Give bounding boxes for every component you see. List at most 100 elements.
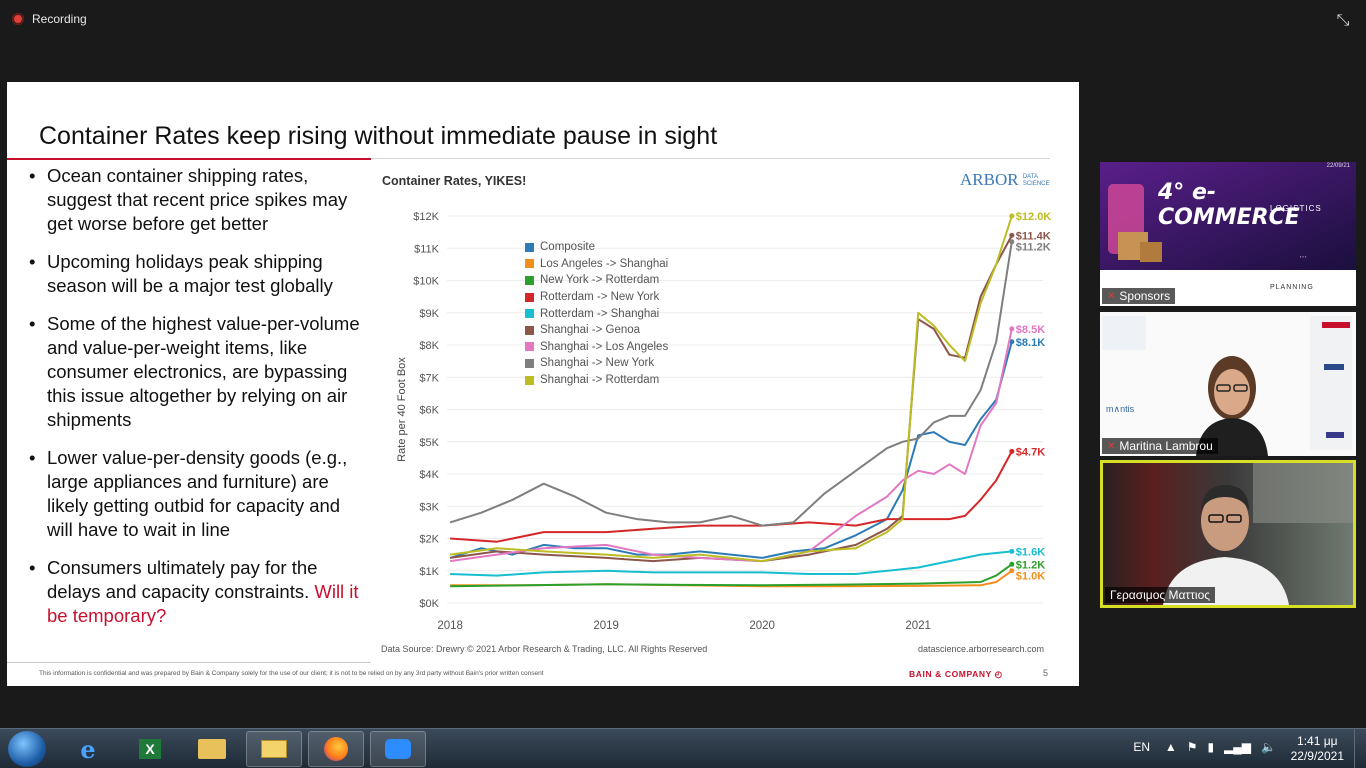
exit-fullscreen-icon[interactable]: ⤡ [1336, 12, 1350, 29]
outlook-icon[interactable] [246, 731, 302, 767]
series-line [450, 450, 1013, 543]
series-endpoint [1009, 232, 1015, 238]
flag-icon[interactable]: ⚑ [1186, 740, 1198, 754]
page-number: 5 [1043, 668, 1049, 678]
legend-item: Shanghai -> Genoa [525, 322, 668, 339]
y-tick-label: $0K [419, 598, 439, 610]
banner-title: 4° e-COMMERCE [1158, 180, 1300, 230]
x-tick-label: 2019 [593, 620, 619, 632]
legend-item: Composite [525, 239, 668, 256]
series-line [449, 328, 1013, 563]
chart-site: datascience.arborresearch.com [917, 644, 1044, 654]
battery-icon[interactable]: ▮ [1207, 740, 1215, 754]
series-endpoint [1009, 548, 1015, 554]
chart-source: Data Source: Drewry © 2021 Arbor Researc… [381, 644, 708, 654]
video-tile-gerasimos-active-speaker[interactable]: Γερασιμος Ματτιος [1100, 460, 1356, 608]
arbor-logo-word: ARBOR [960, 170, 1019, 189]
arbor-logo-sub: DATA SCIENCE [1022, 174, 1050, 188]
y-tick-label: $10K [413, 276, 439, 288]
legend-item: Rotterdam -> New York [525, 289, 668, 306]
series-line [449, 241, 1013, 527]
chart-title: Container Rates, YIKES! [382, 174, 527, 188]
bullet-item: Upcoming holidays peak shipping season w… [29, 250, 369, 298]
bullet-item: Lower value-per-density goods (e.g., lar… [29, 446, 369, 542]
y-tick-label: $8K [419, 340, 439, 352]
firefox-icon[interactable] [308, 731, 364, 767]
series-end-label: $1.0K [1016, 570, 1045, 582]
shared-slide: Container Rates keep rising without imme… [7, 82, 1079, 686]
volume-icon[interactable]: 🔈 [1261, 740, 1276, 754]
bain-logo: BAIN & COMPANY ◴ [909, 669, 1003, 679]
internet-explorer-icon[interactable]: e [80, 734, 96, 764]
series-line [449, 215, 1013, 563]
title-accent-divider [7, 158, 371, 160]
legend-label: Composite [540, 241, 595, 254]
svg-text:▪ ▪ ▪: ▪ ▪ ▪ [1300, 254, 1307, 259]
network-icon[interactable]: ▂▄▆ [1224, 740, 1252, 754]
clock-date: 22/9/2021 [1290, 749, 1344, 763]
legend-label: New York -> Rotterdam [540, 274, 660, 287]
legend-swatch [525, 375, 534, 385]
participant-name-tag: ✕ Sponsors [1102, 288, 1176, 304]
x-tick-label: 2021 [905, 620, 931, 632]
y-tick-label: $11K [414, 243, 440, 255]
legend-item: Shanghai -> New York [525, 355, 668, 372]
series-endpoint [1009, 239, 1015, 245]
legend-label: Shanghai -> Los Angeles [540, 340, 669, 353]
zoom-icon[interactable] [370, 731, 426, 767]
arbor-logo: ARBOR DATA SCIENCE [960, 170, 1050, 190]
legend-swatch [525, 275, 534, 285]
bullet-item: Ocean container shipping rates, suggest … [29, 164, 369, 236]
chart-canvas: $0K $1K $2K $3K $4K $5K $6K $7K $8K $9K $10K $11K $1… [396, 211, 1052, 632]
participant-video [1100, 312, 1356, 456]
participant-name: Γερασιμος Ματτιος [1110, 588, 1211, 602]
series-end-label: $1.2K [1016, 559, 1045, 571]
participant-video [1103, 463, 1353, 605]
bullet-item: Some of the highest value-per-volume and… [29, 312, 369, 432]
bullet-item-last: Consumers ultimately pay for the delays … [29, 556, 369, 628]
bullet-question: Will it be temporary? [47, 581, 359, 626]
legend-swatch [525, 292, 534, 302]
series-end-label: $4.7K [1016, 446, 1045, 458]
legend-swatch [525, 342, 534, 352]
x-tick-label: 2020 [749, 620, 775, 632]
series-endpoint [1009, 213, 1015, 219]
y-tick-label: $3K [419, 501, 439, 513]
banner-date: 22/09/21 [1326, 163, 1350, 169]
slide-title: Container Rates keep rising without imme… [39, 122, 718, 150]
participant-name: Maritina Lambrou [1119, 439, 1213, 453]
video-tile-maritina[interactable]: m∧ntis ✕ Maritina Lambrou [1100, 312, 1356, 456]
legend-item: Los Angeles -> Shanghai [525, 256, 668, 273]
recording-label: Recording [32, 12, 87, 26]
series-endpoint [1009, 448, 1015, 454]
chart-legend: Composite Los Angeles -> Shanghai New York… [525, 239, 668, 388]
legend-item: New York -> Rotterdam [525, 272, 668, 289]
series-endpoint [1009, 326, 1015, 332]
series-endpoint [1009, 339, 1015, 345]
clock[interactable]: 1:41 μμ 22/9/2021 [1291, 734, 1344, 764]
y-tick-label: $2K [419, 534, 439, 546]
footer-divider [7, 662, 371, 663]
bullet-list: Ocean container shipping rates, suggest … [29, 164, 369, 642]
legend-label: Shanghai -> New York [540, 357, 655, 370]
sponsor-logo: PLANNING [1270, 284, 1314, 291]
sponsor-logo-mantis: m∧ntis [1106, 404, 1135, 414]
language-indicator[interactable]: EN [1133, 740, 1150, 754]
excel-icon[interactable]: X [122, 731, 178, 767]
y-tick-label: $7K [419, 372, 439, 384]
series-end-label: $12.0K [1016, 211, 1052, 223]
start-button[interactable] [8, 731, 46, 767]
legend-label: Rotterdam -> New York [540, 291, 660, 304]
video-tile-sponsors[interactable]: ▪ ▪ ▪ 22/09/21 4° e-COMMERCE LOGISTICS P… [1100, 162, 1356, 306]
legend-label: Shanghai -> Genoa [540, 324, 641, 337]
record-icon [12, 13, 24, 25]
recording-indicator[interactable]: Recording [12, 12, 87, 26]
file-explorer-icon[interactable] [184, 731, 240, 767]
banner-subtitle: LOGISTICS [1270, 204, 1322, 213]
taskbar: e X EN ▲ ⚑ ▮ ▂▄▆ 🔈 1:41 μμ 22/9/2021 [0, 728, 1366, 768]
y-tick-label: $4K [419, 469, 439, 481]
show-desktop-button[interactable] [1354, 729, 1366, 768]
show-hidden-icons-icon[interactable]: ▲ [1164, 740, 1177, 754]
x-tick-label: 2018 [437, 620, 463, 632]
